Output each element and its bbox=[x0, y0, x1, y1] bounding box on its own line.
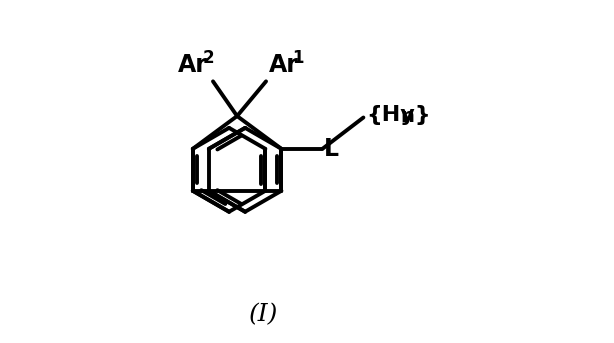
Text: (I): (I) bbox=[249, 304, 278, 327]
Text: Ar: Ar bbox=[268, 54, 298, 78]
Text: L: L bbox=[324, 137, 339, 161]
Text: Ar: Ar bbox=[178, 54, 208, 78]
Text: 2: 2 bbox=[203, 49, 214, 67]
Text: {Hy}: {Hy} bbox=[366, 105, 430, 125]
Text: 1: 1 bbox=[292, 49, 304, 67]
Text: n: n bbox=[400, 107, 414, 126]
